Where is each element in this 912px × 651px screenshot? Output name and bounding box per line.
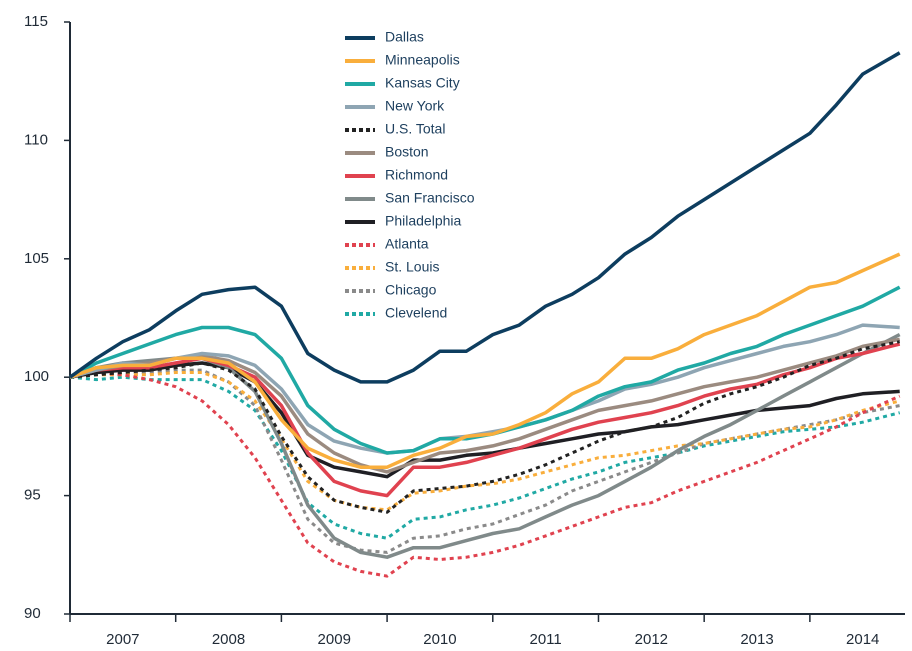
x-tick-label: 2011: [530, 631, 562, 648]
legend-label: San Francisco: [385, 190, 475, 206]
legend-label: Clevelend: [385, 305, 447, 321]
x-tick-label: 2014: [846, 631, 879, 648]
legend-label: Boston: [385, 144, 429, 160]
legend-label: New York: [385, 98, 445, 114]
legend-label: Kansas City: [385, 75, 460, 91]
series-line: [69, 342, 901, 498]
series-line: [68, 51, 901, 384]
y-tick-label: 100: [24, 368, 49, 385]
x-tick-label: 2009: [318, 631, 351, 648]
series-line: [69, 375, 901, 540]
legend-label: Chicago: [385, 282, 437, 298]
series-line: [69, 285, 901, 455]
legend-label: Richmond: [385, 167, 448, 183]
y-tick-label: 105: [24, 250, 49, 267]
series-line: [69, 371, 901, 578]
series-line: [69, 337, 901, 474]
x-tick-label: 2008: [212, 631, 245, 648]
legend-label: Minneapolis: [385, 52, 460, 68]
x-tick-label: 2007: [106, 631, 139, 648]
x-tick-label: 2010: [423, 631, 456, 648]
series-line: [69, 252, 901, 469]
y-tick-label: 90: [24, 605, 41, 622]
y-tick-label: 110: [24, 131, 48, 148]
legend-label: U.S. Total: [385, 121, 445, 137]
y-tick-label: 115: [24, 13, 48, 30]
series-line: [69, 340, 900, 514]
series-line: [69, 361, 900, 479]
x-tick-label: 2012: [635, 631, 668, 648]
legend-label: Atlanta: [385, 236, 429, 252]
series-line: [69, 371, 901, 512]
legend-label: Dallas: [385, 29, 424, 45]
legend: Dallas Minneapolis Kansas City New York U.S.…: [345, 29, 475, 321]
series-line: [69, 368, 900, 554]
legend-label: St. Louis: [385, 259, 439, 275]
y-tick-label: 95: [24, 487, 41, 504]
legend-label: Philadelphia: [385, 213, 461, 229]
x-tick-label: 2013: [740, 631, 773, 648]
